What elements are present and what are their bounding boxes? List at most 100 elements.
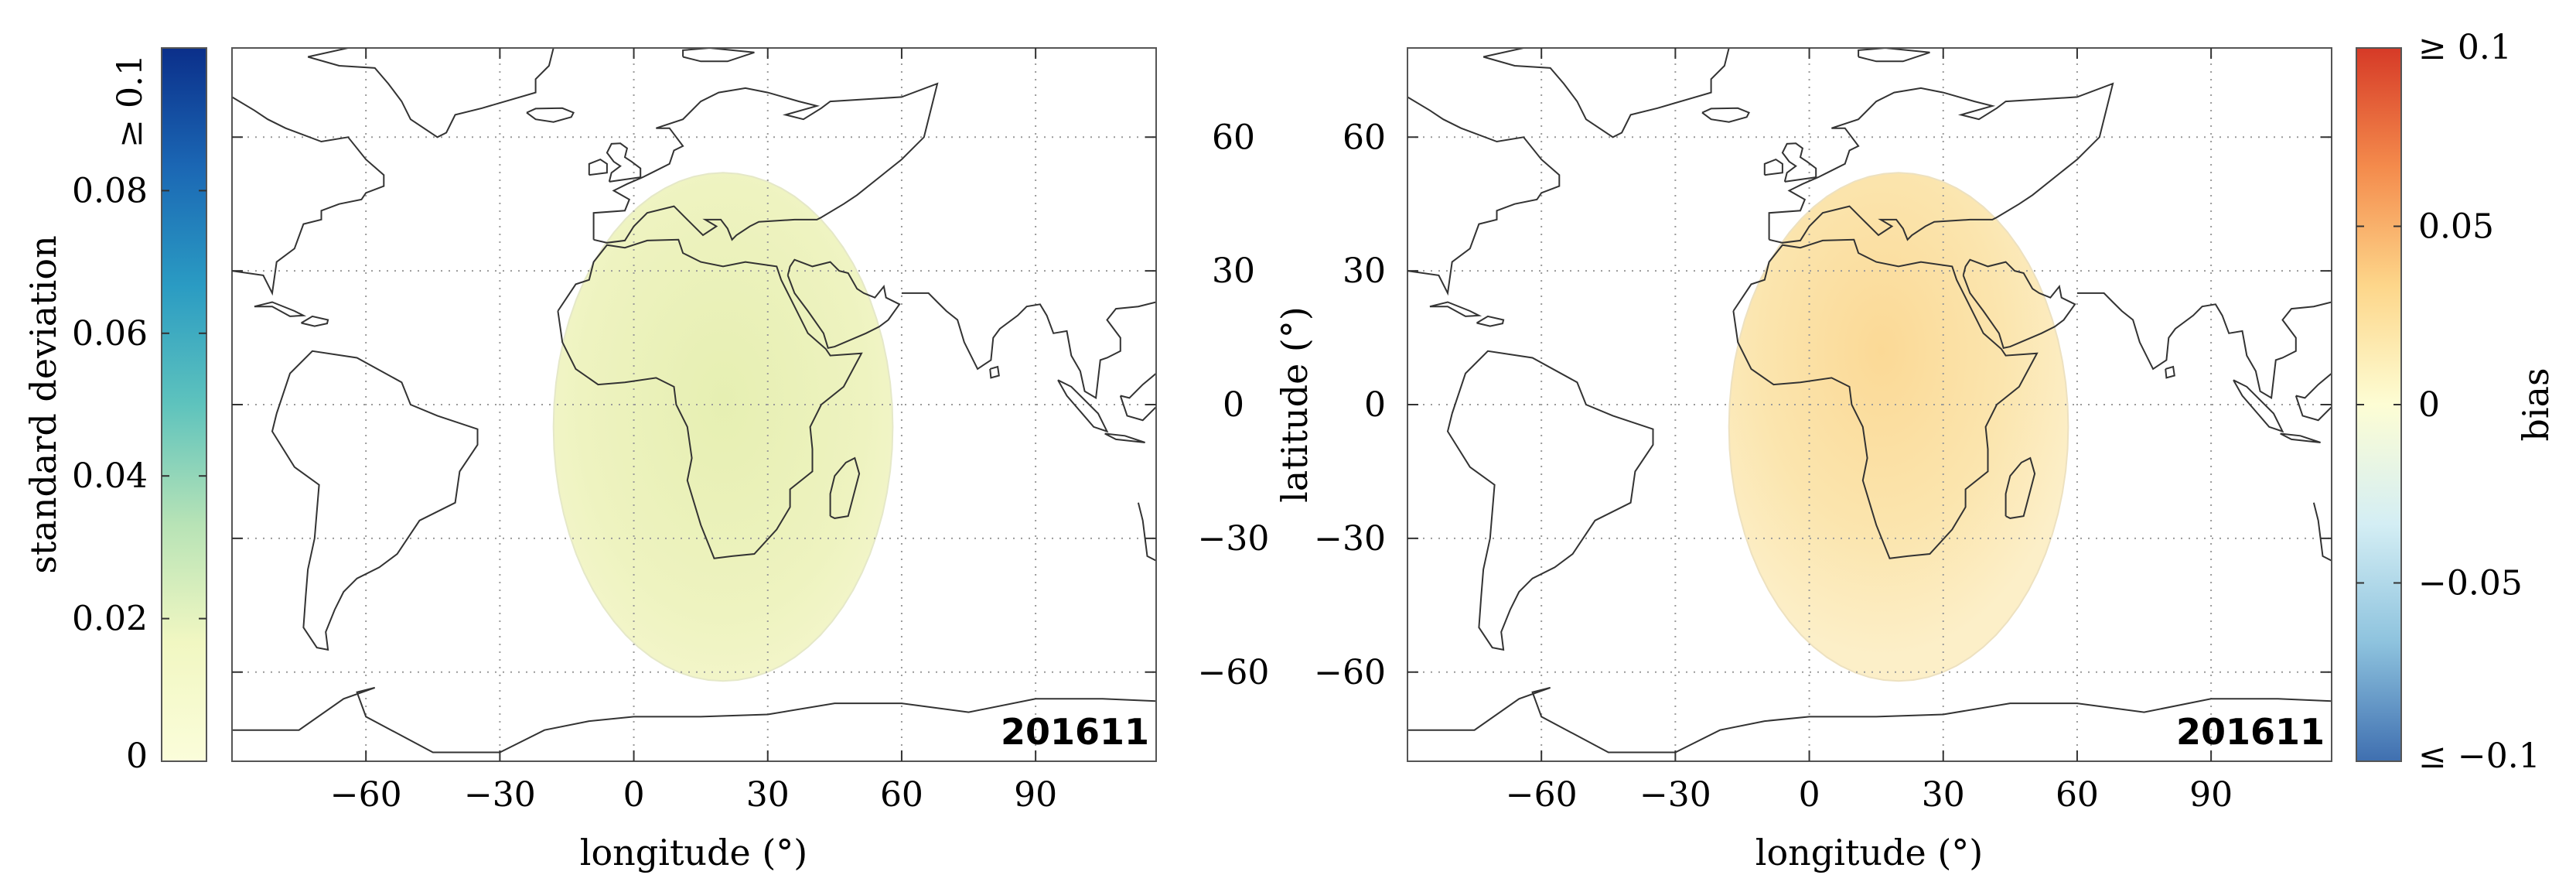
colorbar-tick-label: ≥ 0.1 xyxy=(2418,28,2512,67)
coastline xyxy=(1476,315,1505,327)
coastline xyxy=(682,48,755,63)
x-tick-label: 90 xyxy=(1014,775,1057,815)
bias-colorbar-ticks: ≥ 0.1 0.05 0 −0.05 ≤ −0.1 xyxy=(2356,28,2540,776)
colorbar-tick-label: 0.05 xyxy=(2418,207,2494,247)
coastline xyxy=(307,48,554,138)
bias-y-ticks: 60 30 0 −30 −60 xyxy=(1314,118,2332,692)
coastline xyxy=(2165,365,2175,379)
bias-x-ticks: −60 −30 0 30 60 90 xyxy=(1506,48,2233,815)
coastline xyxy=(2295,372,2332,422)
colorbar-tick-label: 0 xyxy=(2418,385,2440,425)
bias-coastlines xyxy=(1407,48,2332,754)
std-x-ticks: −60 −30 0 30 60 90 xyxy=(330,48,1057,815)
x-tick-label: 30 xyxy=(1922,775,1965,815)
x-tick-label: −30 xyxy=(1639,775,1711,815)
y-tick-label: 60 xyxy=(1343,118,1386,157)
coastline xyxy=(271,350,479,651)
bias-date-label: 201611 xyxy=(2176,711,2325,753)
coastline xyxy=(300,315,329,327)
y-tick-label: −30 xyxy=(1198,519,1270,559)
coastline xyxy=(1768,82,2114,244)
coastline xyxy=(1701,107,1750,123)
coastline xyxy=(2076,292,2332,400)
coastline xyxy=(1119,372,1156,422)
x-tick-label: 60 xyxy=(880,775,923,815)
x-tick-label: 90 xyxy=(2189,775,2233,815)
coastline xyxy=(232,686,1156,754)
y-tick-label: 60 xyxy=(1212,118,1255,157)
coastline xyxy=(1732,238,2039,559)
coastline xyxy=(606,142,642,183)
y-tick-label: 0 xyxy=(1223,385,1244,425)
x-tick-label: 0 xyxy=(1799,775,1820,815)
bias-y-axis-title: latitude (°) xyxy=(1274,306,1315,503)
std-colorbar-title: standard deviation xyxy=(22,235,64,573)
std-date-label: 201611 xyxy=(1001,711,1149,753)
coastline xyxy=(1407,96,1561,296)
y-tick-label: −60 xyxy=(1314,653,1386,692)
std-colorbar-gradient xyxy=(161,47,207,762)
colorbar-tick-label: 0.04 xyxy=(72,456,148,496)
colorbar-tick-label: −0.05 xyxy=(2418,564,2523,603)
coastline xyxy=(1446,350,1654,651)
coastline xyxy=(2005,456,2036,519)
std-map-area xyxy=(232,48,1156,761)
std-y-ticks: 60 30 0 −30 −60 xyxy=(232,118,1269,692)
coastline xyxy=(1407,686,2332,754)
bias-x-axis-title: longitude (°) xyxy=(1755,832,1984,873)
colorbar-tick-label: 0.06 xyxy=(72,314,148,354)
bias-colorbar-title: bias xyxy=(2515,367,2557,441)
bias-field-disk xyxy=(1728,172,2069,682)
coastline xyxy=(1137,494,1156,562)
coastline xyxy=(1763,158,1783,176)
std-gridlines xyxy=(232,48,1156,761)
coastline xyxy=(1104,432,1145,443)
std-x-axis-title: longitude (°) xyxy=(580,832,808,873)
x-tick-label: 60 xyxy=(2056,775,2099,815)
std-colorbar: ≥ 0.1 0.08 0.06 0.04 0.02 0 standard deviatio… xyxy=(22,47,207,776)
std-coastlines xyxy=(232,48,1156,754)
colorbar-tick-label: 0.08 xyxy=(72,171,148,210)
y-tick-label: −30 xyxy=(1314,519,1386,559)
coastline xyxy=(588,158,608,176)
x-tick-label: 0 xyxy=(623,775,645,815)
bias-gridlines xyxy=(1407,48,2332,761)
colorbar-tick-label: 0 xyxy=(126,736,148,776)
coastline xyxy=(1858,48,1930,63)
x-tick-label: −60 xyxy=(330,775,402,815)
coastline xyxy=(592,82,939,244)
colorbar-tick-label: ≥ 0.1 xyxy=(111,54,150,148)
y-tick-label: 30 xyxy=(1212,251,1255,291)
colorbar-tick-label: 0.02 xyxy=(72,600,148,639)
std-colorbar-ticks: ≥ 0.1 0.08 0.06 0.04 0.02 0 xyxy=(72,54,206,776)
bias-map-area xyxy=(1407,48,2332,761)
colorbar-tick-label: ≤ −0.1 xyxy=(2418,736,2540,776)
x-tick-label: −60 xyxy=(1506,775,1578,815)
coastline xyxy=(989,365,1000,379)
coastline xyxy=(557,238,863,559)
coastline xyxy=(2312,494,2332,562)
bias-colorbar: ≥ 0.1 0.05 0 −0.05 ≤ −0.1 bias xyxy=(2356,28,2557,776)
coastline xyxy=(254,301,307,317)
x-tick-label: −30 xyxy=(464,775,536,815)
coastline xyxy=(829,456,861,519)
y-tick-label: −60 xyxy=(1198,653,1270,692)
coastline xyxy=(2280,432,2321,443)
std-field-disk xyxy=(552,172,894,682)
y-tick-label: 30 xyxy=(1343,251,1386,291)
coastline xyxy=(2233,379,2284,433)
coastline xyxy=(1057,379,1109,433)
x-tick-label: 30 xyxy=(746,775,790,815)
coastline xyxy=(786,258,901,349)
coastline xyxy=(1429,301,1482,317)
coastline xyxy=(901,292,1156,400)
y-tick-label: 0 xyxy=(1364,385,1386,425)
coastline xyxy=(232,96,385,296)
coastline xyxy=(1962,258,2076,349)
coastline xyxy=(526,107,575,123)
coastline xyxy=(1482,48,1730,138)
coastline xyxy=(1781,142,1817,183)
